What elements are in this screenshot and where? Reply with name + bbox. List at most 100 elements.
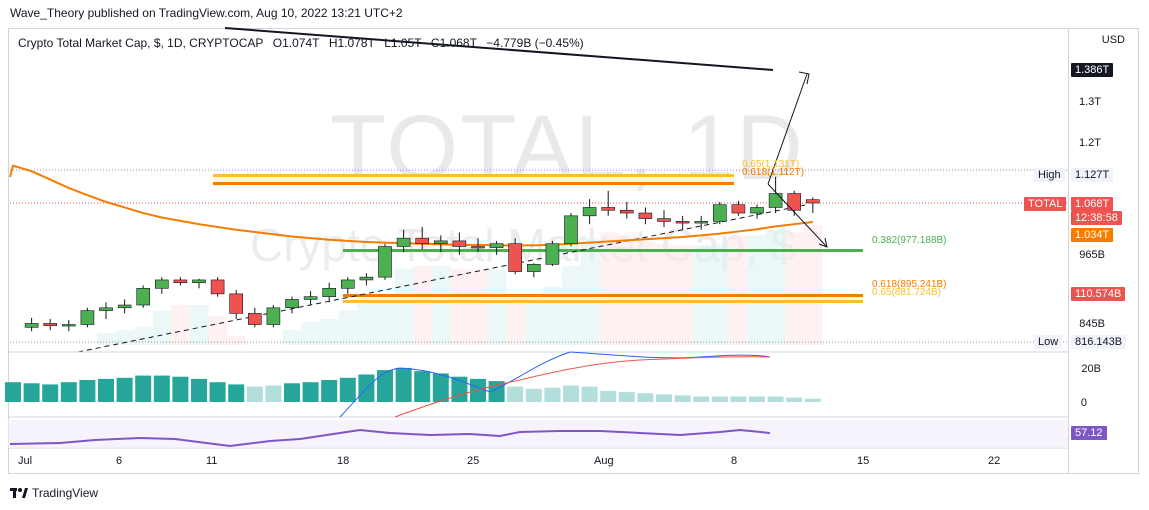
candle-body	[471, 246, 485, 249]
time-axis-label: 8	[731, 455, 738, 467]
candle-body	[303, 296, 318, 300]
macd-histogram-bar	[711, 396, 728, 402]
volume-shade	[320, 318, 339, 345]
signal-line	[394, 356, 771, 418]
legend-symbol[interactable]: Crypto Total Market Cap, $, 1D, CRYPTOCA…	[18, 36, 264, 50]
macd-histogram-bar	[395, 367, 412, 402]
macd-histogram-bar	[172, 376, 189, 402]
symbol-legend: Crypto Total Market Cap, $, 1D, CRYPTOCA…	[18, 36, 590, 50]
macd-histogram-bar	[674, 395, 691, 402]
bar-countdown: 12:38:58	[1071, 211, 1122, 225]
candle-body	[638, 212, 653, 219]
candle-body	[155, 279, 169, 289]
macd-histogram-bar	[749, 396, 765, 402]
volume-shade	[636, 240, 655, 345]
high-label: High	[1034, 168, 1065, 182]
volume-shade	[450, 268, 469, 345]
macd-histogram-bar	[228, 384, 245, 402]
legend-low: L1.05T	[384, 36, 422, 50]
candle-body	[248, 313, 262, 325]
macd-histogram-bar	[414, 371, 431, 402]
macd-histogram-bar	[5, 382, 21, 402]
high-value: 1.127T	[1071, 168, 1114, 182]
time-axis-label: 11	[206, 455, 218, 467]
volume-shade	[97, 332, 116, 345]
rsi-line	[9, 428, 771, 448]
time-axis-label: Jul	[18, 455, 33, 467]
chart-frame	[8, 28, 1139, 474]
volume-shade	[190, 305, 209, 345]
tradingview-logo-icon	[10, 487, 28, 499]
legend-high: H1.078T	[328, 36, 375, 50]
ma-value-tag: 1.034T	[1071, 228, 1114, 242]
fib-label-0618-lower: 0.618(895.241B)	[872, 279, 947, 290]
candle-body	[452, 240, 467, 247]
fib-label-0618: 0.618(1.112T)	[742, 167, 805, 178]
macd-histogram-bar	[563, 385, 579, 402]
macd-histogram-bar	[618, 392, 635, 402]
macd-histogram-bar	[786, 397, 803, 402]
volume-shade	[376, 299, 395, 345]
publisher-line: Wave_Theory published on TradingView.com…	[10, 6, 403, 20]
time-axis-label: 22	[988, 455, 1001, 467]
fib-line-0382	[343, 249, 863, 252]
candle-body	[136, 287, 150, 306]
candle-body	[712, 204, 727, 222]
candle-body	[564, 215, 578, 244]
candle-body	[173, 279, 188, 284]
arrow-head	[798, 71, 810, 85]
volume-shade	[729, 235, 748, 345]
macd-histogram-bar	[191, 378, 207, 402]
candle-body	[192, 279, 206, 284]
time-axis-label: Aug	[594, 455, 614, 467]
volume-shade	[766, 229, 786, 345]
fib-zone-lower	[343, 297, 863, 300]
candle-body	[526, 264, 541, 272]
macd-histogram-bar	[637, 393, 654, 402]
candle-body	[359, 276, 374, 281]
volume-shade	[748, 235, 767, 345]
macd-histogram-bar	[23, 383, 40, 402]
volume-value-tag: 110.574B	[1071, 287, 1126, 301]
candle-body	[768, 193, 783, 208]
macd-histogram-bar	[525, 388, 542, 402]
macd-histogram-bar	[302, 382, 319, 402]
candle-body	[508, 243, 523, 272]
fib-line-0618	[213, 182, 734, 185]
volume-shade	[431, 265, 451, 345]
macd-histogram-bar	[470, 378, 486, 402]
macd-histogram-bar	[79, 380, 96, 402]
volume-shade	[487, 269, 507, 345]
volume-shade	[617, 235, 637, 345]
macd-histogram-bar	[507, 386, 524, 402]
brand-text: TradingView	[32, 486, 99, 500]
candle-body	[731, 204, 746, 214]
arrow-head	[818, 237, 828, 248]
footer-brand[interactable]: TradingView	[10, 486, 98, 500]
candle-body	[322, 287, 337, 297]
candle-body	[787, 193, 802, 211]
rsi-band	[8, 420, 1068, 448]
volume-shade	[562, 265, 581, 345]
volume-shade	[115, 330, 135, 345]
volume-shade	[580, 238, 600, 345]
macd-histogram-bar	[209, 382, 226, 402]
macd-histogram-bar	[432, 373, 449, 402]
trendline-support	[77, 204, 806, 353]
candle-body	[805, 199, 820, 204]
candle-body	[80, 310, 95, 325]
volume-shade	[152, 310, 172, 345]
fib-zone-upper	[213, 177, 734, 182]
fib-label-0382: 0.382(977.188B)	[872, 235, 947, 246]
volume-shade	[338, 310, 358, 345]
projection-up-arrow	[767, 73, 808, 185]
low-value: 816.143B	[1071, 335, 1127, 349]
candle-body	[117, 304, 132, 309]
candle-body	[396, 237, 411, 247]
macd-histogram-bar	[153, 375, 170, 402]
macd-histogram-bar	[767, 396, 784, 402]
volume-shade	[134, 327, 153, 345]
time-axis-label: 25	[467, 455, 480, 467]
price-axis-currency[interactable]: USD	[1101, 34, 1125, 46]
